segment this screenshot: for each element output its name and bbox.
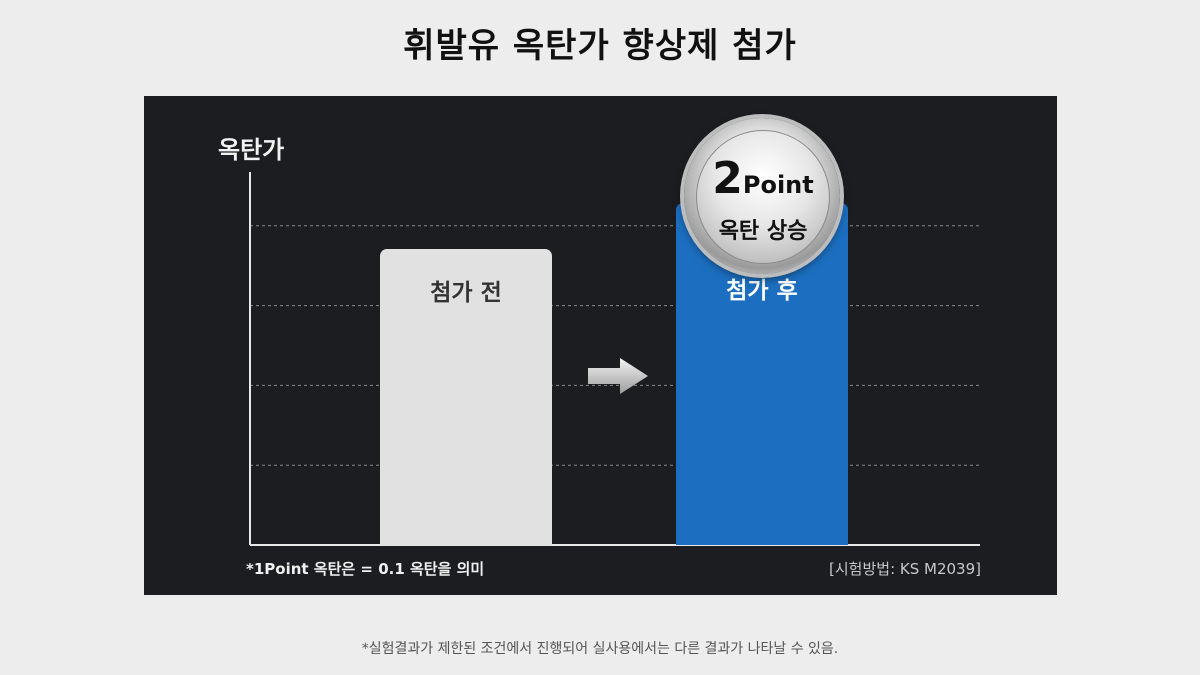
badge-inner: 2Point 옥탄 상승 <box>696 130 830 264</box>
chart-svg <box>249 172 980 546</box>
badge-value: 2Point <box>697 157 829 201</box>
test-method: [시험방법: KS M2039] <box>829 560 981 578</box>
y-axis-label: 옥탄가 <box>218 136 285 164</box>
bar-label-before: 첨가 전 <box>430 279 502 306</box>
gridlines <box>250 225 980 466</box>
page-title: 휘발유 옥탄가 향상제 첨가 <box>403 26 797 66</box>
badge-unit: Point <box>742 171 814 199</box>
bar-label-after: 첨가 후 <box>726 278 798 304</box>
increase-badge: 2Point 옥탄 상승 <box>684 118 840 274</box>
badge-text: 옥탄 상승 <box>718 219 808 244</box>
bar-before: 첨가 전 <box>380 248 552 545</box>
badge-number: 2 <box>712 153 743 204</box>
disclaimer: *실험결과가 제한된 조건에서 진행되어 실사용에서는 다른 결과가 나타날 수… <box>361 641 839 657</box>
chart-panel: 옥탄가 첨가 전 첨가 후 2Point 옥탄 상승 *1Point 옥탄은 =… <box>144 96 1057 595</box>
footnote: *1Point 옥탄은 = 0.1 옥탄을 의미 <box>246 560 485 578</box>
arrow-right-icon <box>588 358 648 394</box>
